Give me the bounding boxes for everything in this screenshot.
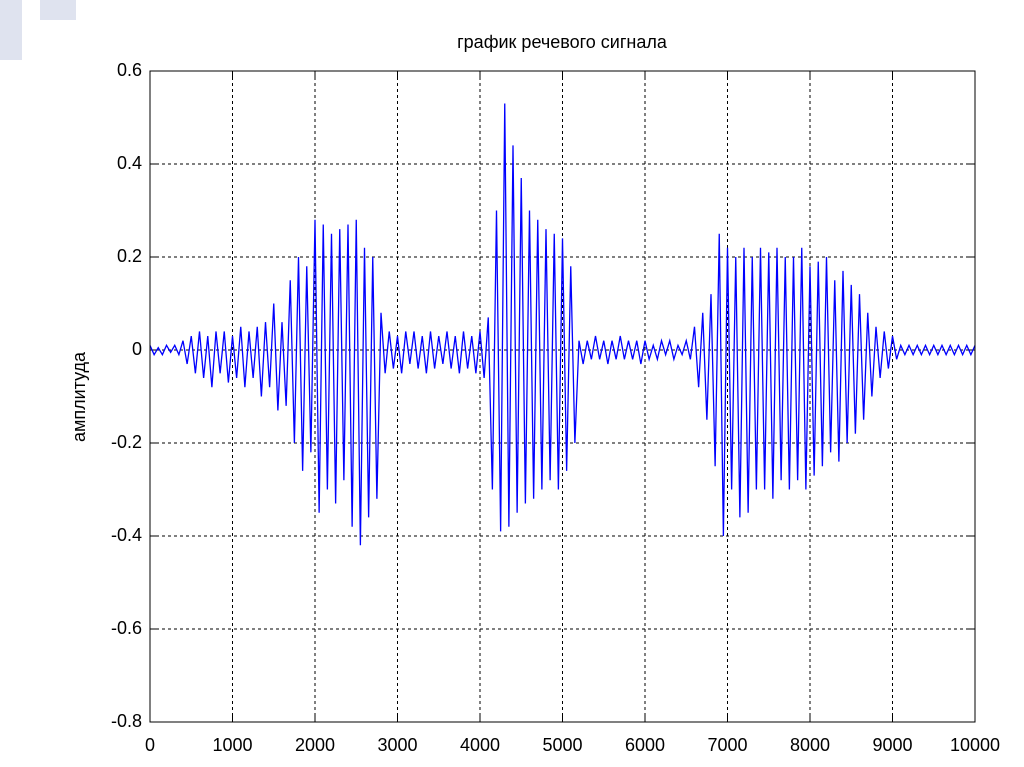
x-tick-label: 10000 <box>950 735 1000 755</box>
x-tick-label: 5000 <box>542 735 582 755</box>
x-tick-label: 8000 <box>790 735 830 755</box>
y-tick-label: -0.4 <box>111 525 142 545</box>
y-tick-label: -0.2 <box>111 432 142 452</box>
x-tick-label: 7000 <box>707 735 747 755</box>
x-tick-label: 9000 <box>872 735 912 755</box>
x-tick-label: 4000 <box>460 735 500 755</box>
x-tick-label: 2000 <box>295 735 335 755</box>
chart-title: график речевого сигнала <box>457 32 668 52</box>
y-tick-label: 0.6 <box>117 60 142 80</box>
y-tick-label: 0 <box>132 339 142 359</box>
y-tick-label: -0.8 <box>111 711 142 731</box>
slide-decoration <box>40 0 76 20</box>
slide-decoration <box>0 0 22 60</box>
y-tick-label: 0.4 <box>117 153 142 173</box>
y-tick-label: -0.6 <box>111 618 142 638</box>
x-tick-label: 6000 <box>625 735 665 755</box>
y-axis-label: амплитуда <box>69 351 89 442</box>
x-tick-label: 3000 <box>377 735 417 755</box>
x-tick-label: 0 <box>145 735 155 755</box>
y-tick-label: 0.2 <box>117 246 142 266</box>
signal-line <box>149 103 976 546</box>
plot-frame <box>149 70 976 723</box>
x-tick-label: 1000 <box>212 735 252 755</box>
